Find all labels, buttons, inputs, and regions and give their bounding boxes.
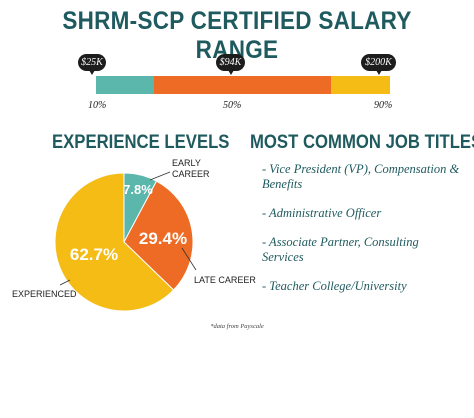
job-title-item: - Associate Partner, Consulting Services (262, 235, 419, 264)
experience-levels-title: EXPERIENCE LEVELS (52, 132, 230, 153)
percentile-high-label: 90% (374, 100, 393, 111)
salary-median-bubble: $94K (216, 54, 245, 75)
percentile-low-label: 10% (88, 100, 107, 111)
job-titles-list: - Vice President (VP), Compensation & Be… (262, 162, 462, 308)
experienced-label: EXPERIENCED (12, 289, 77, 299)
percentile-median-label: 50% (223, 100, 242, 111)
late-career-value: 29.4% (139, 229, 187, 248)
data-source-note: *data from Payscale (210, 323, 264, 330)
salary-low-bubble: $25K (78, 54, 106, 75)
salary-bar-segment-mid (154, 76, 331, 94)
page-title: SHRM-SCP CERTIFIED SALARY RANGE (62, 7, 412, 64)
salary-bar-segment-low (96, 76, 154, 94)
early-career-label-line2: CAREER (172, 169, 210, 179)
pie-slice-experienced (54, 172, 175, 312)
job-titles-heading: MOST COMMON JOB TITLES (250, 132, 474, 153)
job-title-item: - Vice President (VP), Compensation & Be… (262, 162, 460, 191)
early-career-value: 7.8% (123, 182, 153, 197)
early-career-label-line1: EARLY (172, 158, 201, 168)
salary-range-bar (96, 76, 390, 94)
late-career-label: LATE CAREER (194, 275, 256, 285)
early-career-leader-line (149, 171, 171, 181)
pie-slice-late-career (123, 180, 194, 291)
job-title-item: - Teacher College/University (262, 279, 407, 293)
job-title-item: - Administrative Officer (262, 206, 382, 220)
late-career-leader-line (181, 247, 197, 271)
salary-bar-segment-high (331, 76, 390, 94)
experienced-value: 62.7% (70, 245, 118, 264)
experienced-leader-line (59, 279, 71, 286)
salary-high-bubble: $200K (361, 54, 396, 75)
